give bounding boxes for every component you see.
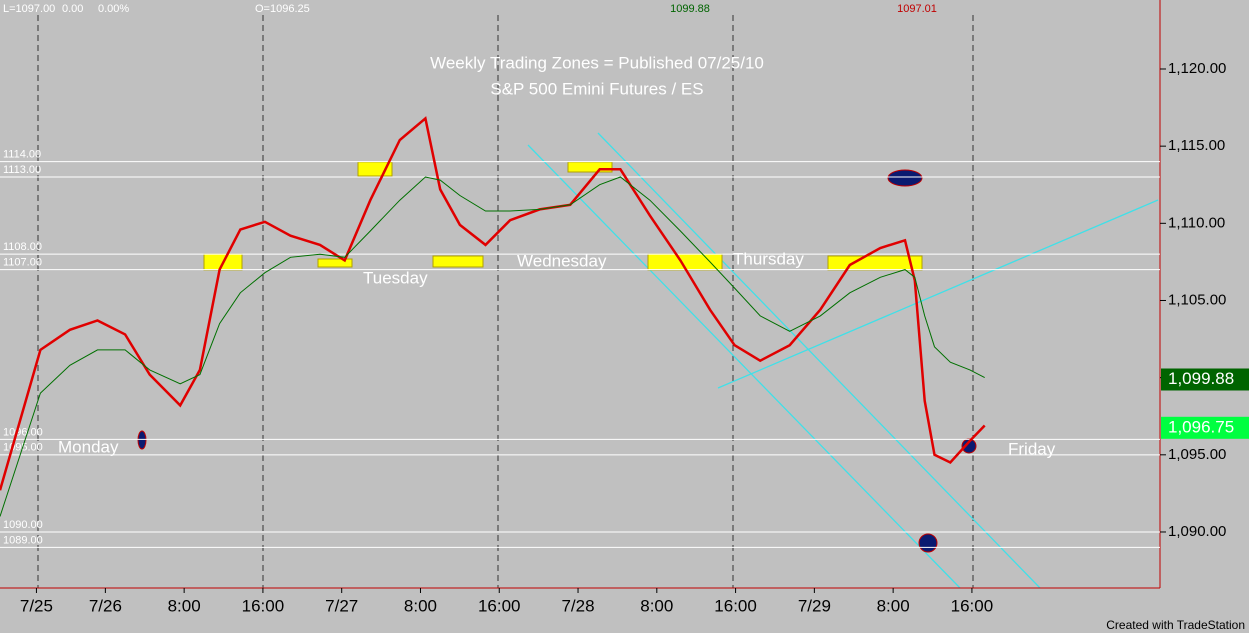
x-tick-label: 7/26 <box>89 596 122 615</box>
status: 0.00% <box>98 3 129 15</box>
price-box <box>1161 416 1249 439</box>
y-tick-label: 1,095.00 <box>1168 446 1226 463</box>
marker <box>918 533 938 553</box>
trendline <box>527 144 961 589</box>
x-tick-label: 16:00 <box>478 596 521 615</box>
y-tick-label: 1,120.00 <box>1168 60 1226 77</box>
zone-label: 1089.00 <box>3 534 43 546</box>
marker <box>137 430 147 450</box>
y-tick-label: 1,110.00 <box>1168 214 1225 231</box>
zone-label: 1108.00 <box>3 241 42 253</box>
x-tick-label: 7/27 <box>325 596 358 615</box>
price-box <box>1161 368 1249 391</box>
x-tick-label: 7/28 <box>561 596 594 615</box>
x-tick-label: 8:00 <box>168 596 201 615</box>
price-label: 1,096.75 <box>1168 417 1234 436</box>
x-tick-label: 7/25 <box>20 596 53 615</box>
x-tick-label: 8:00 <box>640 596 673 615</box>
session-lines <box>37 15 974 588</box>
x-tick-label: 8:00 <box>877 596 910 615</box>
chart-title: Weekly Trading Zones = Published 07/25/1… <box>430 53 764 72</box>
x-tick-label: 8:00 <box>404 596 437 615</box>
price-label: 1,099.88 <box>1168 369 1234 388</box>
zone-label: 1113.00 <box>3 164 41 176</box>
day-label: Wednesday <box>517 251 607 270</box>
zone-label: 1107.00 <box>3 257 42 269</box>
chart-subtitle: S&P 500 Emini Futures / ES <box>490 79 703 98</box>
day-label: Monday <box>58 437 119 456</box>
zone-box <box>317 258 353 268</box>
marker <box>887 169 923 187</box>
x-tick-label: 7/29 <box>798 596 831 615</box>
zone-box <box>827 255 923 271</box>
zone-box <box>432 255 484 268</box>
status: L=1097.00 <box>3 3 55 15</box>
ma-line <box>0 176 985 517</box>
trendline <box>597 132 1041 589</box>
x-tick-label: 16:00 <box>951 596 994 615</box>
x-tick-label: 16:00 <box>714 596 757 615</box>
trendlines <box>527 132 1159 589</box>
low-label: 1097.01 <box>897 3 937 15</box>
day-label: Thursday <box>733 249 804 268</box>
high-label: 1099.88 <box>670 3 710 15</box>
status: O=1096.25 <box>255 3 310 15</box>
ma-line <box>0 116 986 491</box>
day-label: Friday <box>1008 439 1056 458</box>
zone-label: 1096.00 <box>3 426 43 438</box>
x-tick-label: 16:00 <box>242 596 285 615</box>
footer: Created with TradeStation <box>1106 618 1245 632</box>
zone-label: 1090.00 <box>3 519 43 531</box>
y-tick-label: 1,090.00 <box>1168 523 1226 540</box>
trendline <box>717 199 1159 389</box>
y-tick-label: 1,105.00 <box>1168 291 1226 308</box>
zone-label: 1114.00 <box>3 148 41 160</box>
y-tick-label: 1,115.00 <box>1168 137 1225 154</box>
status: 0.00 <box>62 3 83 15</box>
day-label: Tuesday <box>363 268 428 287</box>
